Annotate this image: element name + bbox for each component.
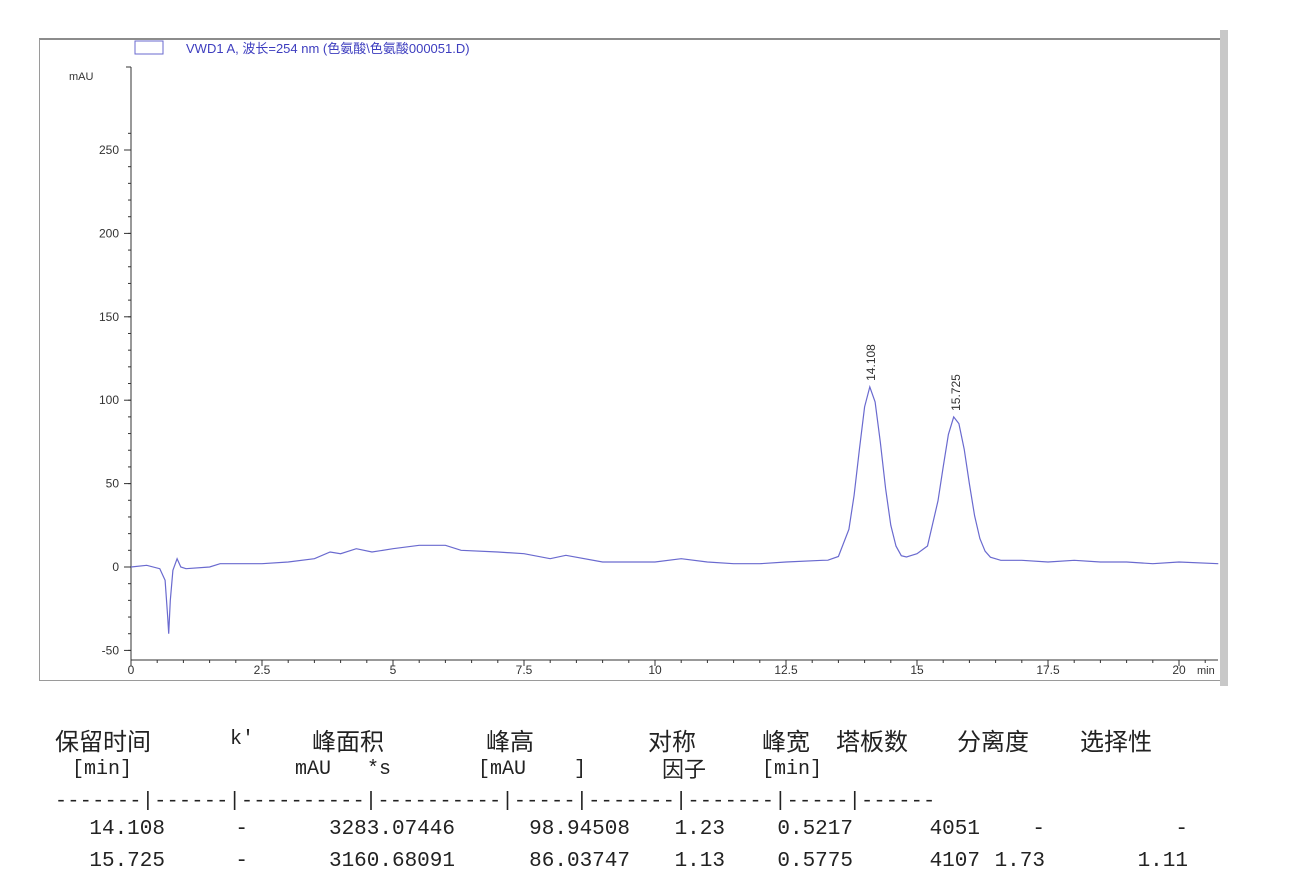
table-cell: 98.94508 bbox=[529, 818, 630, 841]
header-selectivity: 选择性 bbox=[1080, 728, 1152, 756]
chart-frame bbox=[39, 38, 1221, 681]
x-tick-label: 7.5 bbox=[516, 663, 533, 677]
x-tick-label: 15 bbox=[910, 663, 924, 677]
table-cell: 1.11 bbox=[1137, 850, 1188, 873]
x-tick-label: 17.5 bbox=[1036, 663, 1060, 677]
table-cell: 15.725 bbox=[89, 850, 165, 873]
separator-line: -------|------|----------|----------|---… bbox=[55, 790, 936, 813]
unit-width: [min] bbox=[762, 758, 823, 781]
peak-label: 14.108 bbox=[864, 344, 878, 381]
header-width: 峰宽 bbox=[762, 728, 810, 756]
y-axis-label: mAU bbox=[69, 71, 94, 83]
header-retention-time: 保留时间 bbox=[55, 728, 151, 756]
x-tick-label: 5 bbox=[390, 663, 397, 677]
scrollbar[interactable] bbox=[1220, 30, 1228, 686]
y-tick-label: 150 bbox=[99, 310, 119, 324]
x-tick-label: 12.5 bbox=[774, 663, 798, 677]
table-cell: 3160.68091 bbox=[328, 850, 455, 873]
table-cell: 3283.07446 bbox=[328, 818, 455, 841]
y-tick-label: 0 bbox=[112, 560, 119, 574]
table-cell: 4051 bbox=[929, 818, 980, 841]
legend-label: VWD1 A, 波长=254 nm (色氨酸\色氨酸000051.D) bbox=[186, 41, 470, 56]
y-tick-label: 100 bbox=[99, 393, 119, 407]
table-cell: 0.5775 bbox=[777, 850, 853, 873]
peak-label: 15.725 bbox=[949, 374, 963, 411]
table-cell: 0.5217 bbox=[777, 818, 853, 841]
header-resolution: 分离度 bbox=[957, 728, 1029, 756]
x-tick-label: 20 bbox=[1172, 663, 1186, 677]
header-height: 峰高 bbox=[486, 728, 534, 756]
table-cell: 14.108 bbox=[89, 818, 165, 841]
table-cell: 1.23 bbox=[674, 818, 725, 841]
y-tick-label: -50 bbox=[102, 643, 120, 657]
table-cell: 86.03747 bbox=[529, 850, 630, 873]
unit-height: [mAU ] bbox=[478, 758, 587, 781]
y-tick-label: 250 bbox=[99, 143, 119, 157]
legend-swatch bbox=[134, 40, 164, 55]
table-cell: - bbox=[235, 818, 248, 841]
chromatogram-trace bbox=[130, 384, 1219, 634]
x-axis-unit: min bbox=[1197, 665, 1215, 677]
unit-min: [min] bbox=[72, 758, 133, 781]
table-cell: - bbox=[1175, 818, 1188, 841]
table-cell: 1.13 bbox=[674, 850, 725, 873]
x-tick-label: 0 bbox=[128, 663, 135, 677]
y-tick-label: 50 bbox=[106, 477, 120, 491]
table-cell: 4107 bbox=[929, 850, 980, 873]
header-plates: 塔板数 bbox=[836, 728, 908, 756]
table-cell: - bbox=[1032, 818, 1045, 841]
unit-area: mAU *s bbox=[295, 758, 392, 781]
x-tick-label: 2.5 bbox=[254, 663, 271, 677]
table-cell: - bbox=[235, 850, 248, 873]
header-k: k' bbox=[230, 728, 255, 751]
header-symmetry: 对称 bbox=[648, 728, 696, 756]
y-tick-label: 200 bbox=[99, 226, 119, 240]
header-area: 峰面积 bbox=[312, 728, 384, 756]
chromatogram-chart: -50 0 50 100 150 200 250 mAU 0 2.5 5 7.5 10 12.5 15 17.… bbox=[69, 40, 1219, 677]
unit-factor: 因子 bbox=[662, 758, 707, 783]
table-cell: 1.73 bbox=[994, 850, 1045, 873]
x-tick-label: 10 bbox=[648, 663, 662, 677]
